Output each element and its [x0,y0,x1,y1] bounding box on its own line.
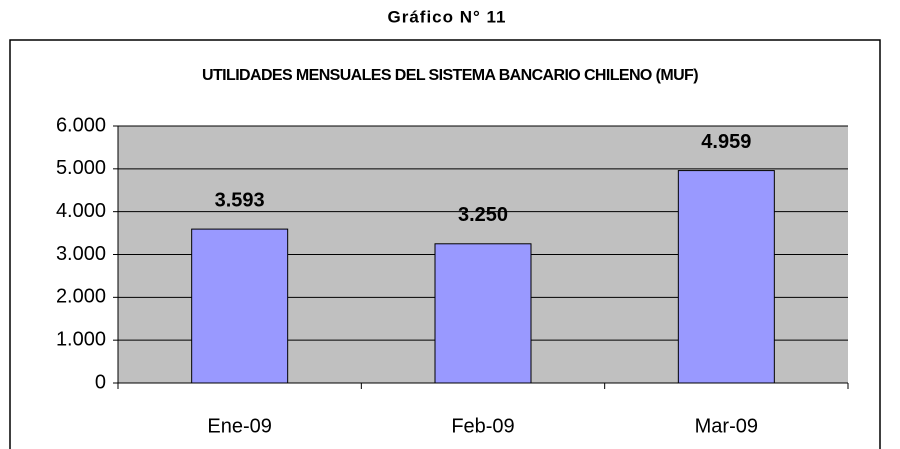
x-tick-label: Ene-09 [207,415,272,437]
y-tick-label: 1.000 [56,328,106,350]
y-tick-label: 3.000 [56,243,106,265]
caption: Gráfico N° 11 [387,7,506,26]
chart-frame [9,39,881,449]
value-label: 4.959 [701,131,751,153]
y-tick-label: 2.000 [56,286,106,308]
value-label: 3.593 [215,189,265,211]
bar [434,243,532,384]
x-tick-label: Feb-09 [451,415,514,437]
chart-title: UTILIDADES MENSUALES DEL SISTEMA BANCARI… [202,67,698,84]
x-tick-label: Mar-09 [695,415,758,437]
y-tick-label: 5.000 [56,157,106,179]
bar [191,228,289,384]
y-tick-label: 6.000 [56,114,106,136]
y-tick-label: 0 [95,371,106,393]
value-label: 3.250 [458,204,508,226]
bar [677,170,775,384]
y-tick-label: 4.000 [56,200,106,222]
